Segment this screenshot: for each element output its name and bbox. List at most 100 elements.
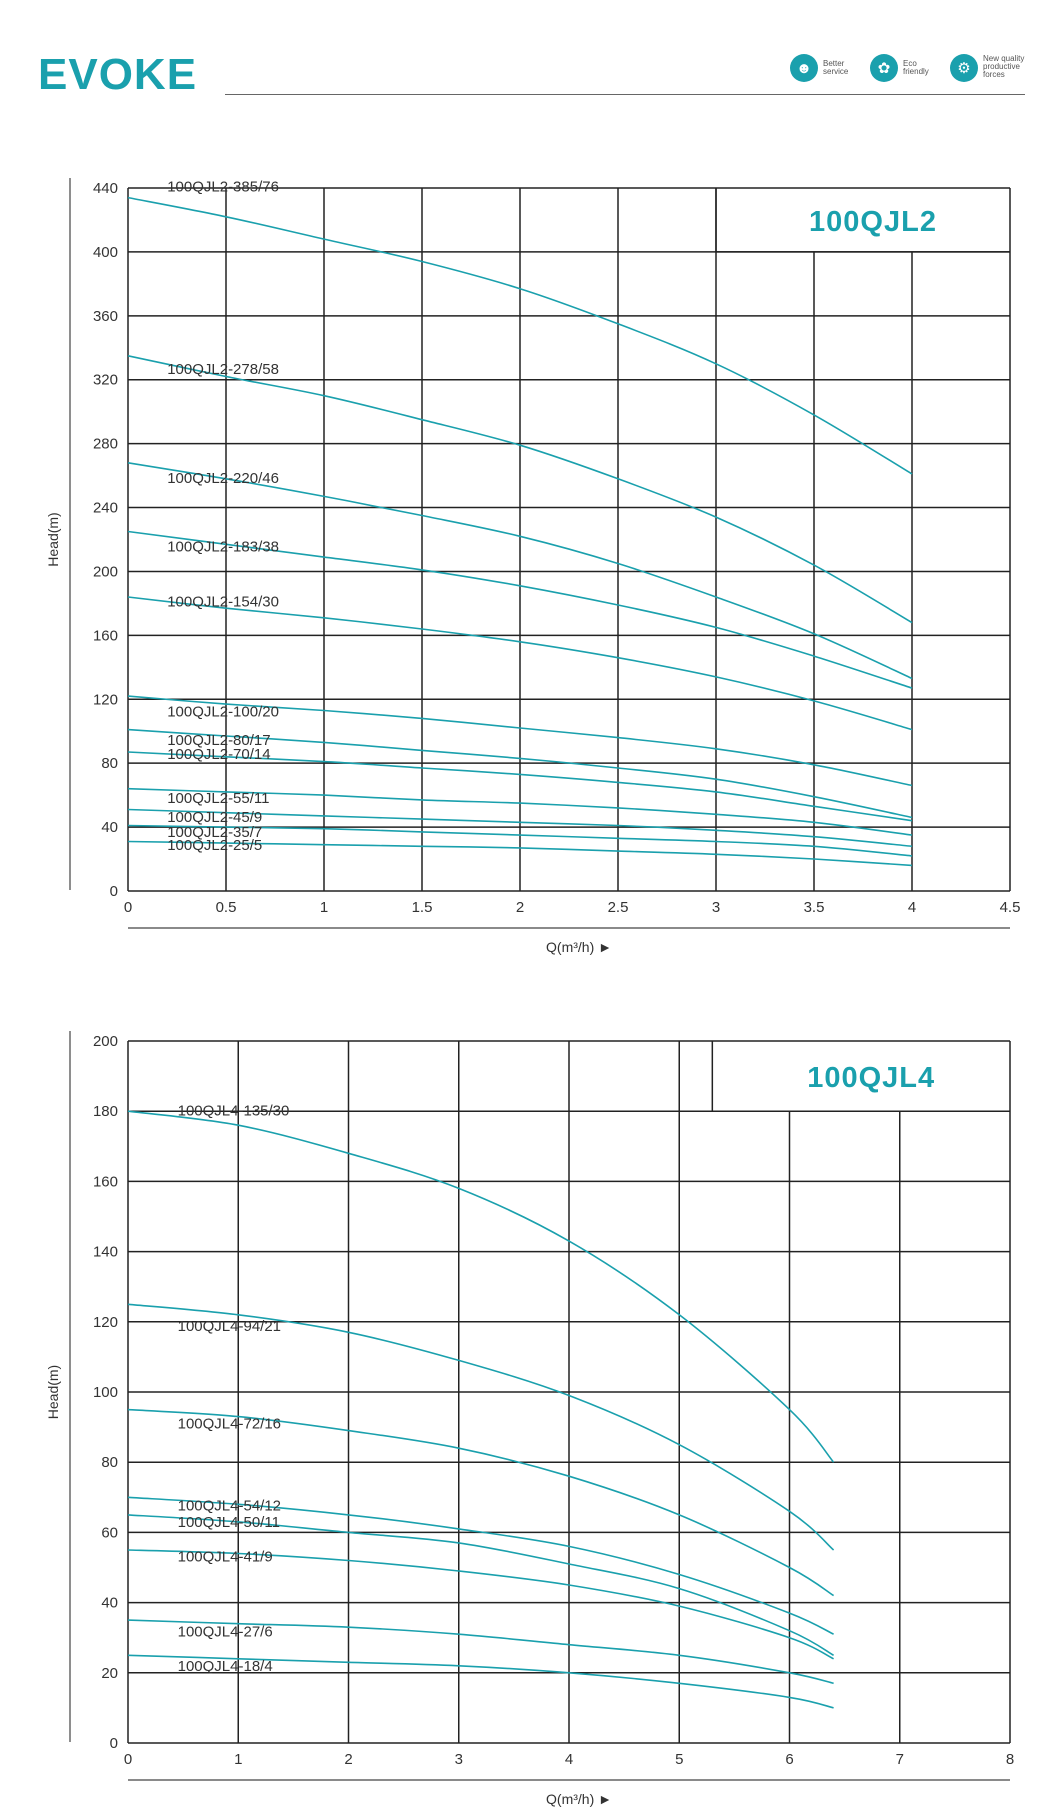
y-tick-label: 120 (93, 691, 118, 708)
x-tick-label: 4.5 (1000, 899, 1021, 916)
x-tick-label: 7 (896, 1751, 904, 1768)
x-tick-label: 1 (234, 1751, 242, 1768)
series-label: 100QJL2-45/9 (167, 809, 262, 826)
y-tick-label: 80 (101, 1454, 118, 1471)
y-tick-label: 100 (93, 1384, 118, 1401)
x-tick-label: 3 (455, 1751, 463, 1768)
badge-new-quality: ⚙ New quality productive forces (950, 54, 1031, 82)
gear-icon: ⚙ (950, 54, 978, 82)
y-tick-label: 120 (93, 1314, 118, 1331)
series-line (127, 695, 913, 787)
y-tick-label: 60 (101, 1524, 118, 1541)
y-tick-label: 440 (93, 180, 118, 197)
badge-line: productive (983, 62, 1020, 71)
series-line (127, 1110, 835, 1463)
series-line (127, 787, 913, 836)
chart-title: 100QJL2 (809, 206, 937, 238)
y-tick-label: 80 (101, 755, 118, 772)
series-label: 100QJL4-27/6 (178, 1624, 273, 1641)
series-label: 100QJL4-135/30 (178, 1103, 290, 1120)
y-tick-label: 180 (93, 1103, 118, 1120)
series-label: 100QJL4-54/12 (178, 1497, 281, 1514)
x-tick-label: 8 (1006, 1751, 1014, 1768)
badge-better-service: ☻ Better service (790, 54, 871, 82)
x-axis-label: Q(m³/h) ► (546, 939, 612, 955)
series-line (127, 530, 913, 689)
series-line (127, 355, 913, 624)
series-label: 100QJL2-80/17 (167, 732, 270, 749)
series-line (127, 808, 913, 848)
series-line (127, 1619, 834, 1685)
y-tick-label: 320 (93, 372, 118, 389)
series-group (127, 196, 913, 867)
y-tick-label: 400 (93, 244, 118, 261)
series-line (127, 728, 913, 819)
badge-line: Better (823, 59, 845, 68)
y-tick-label: 280 (93, 436, 118, 453)
x-tick-label: 0 (124, 1751, 132, 1768)
y-tick-label: 0 (110, 1735, 118, 1752)
x-tick-label: 5 (675, 1751, 683, 1768)
y-tick-label: 0 (110, 883, 118, 900)
x-tick-label: 1 (320, 899, 328, 916)
series-label: 100QJL4-18/4 (178, 1658, 273, 1675)
y-tick-label: 200 (93, 563, 118, 580)
series-label: 100QJL2-35/7 (167, 824, 262, 841)
series-line (127, 196, 913, 475)
y-tick-label: 20 (101, 1665, 118, 1682)
series-line (127, 824, 913, 857)
y-tick-label: 160 (93, 627, 118, 644)
series-line (127, 462, 913, 680)
series-label: 100QJL2-55/11 (167, 790, 269, 807)
x-tick-label: 6 (785, 1751, 793, 1768)
header-divider (225, 94, 1025, 95)
y-axis-label: Head(m) (45, 1365, 61, 1419)
series-line (127, 596, 913, 731)
brand-logo: EVOKE (38, 50, 198, 99)
series-label: 100QJL2-100/20 (167, 703, 279, 720)
x-tick-label: 2.5 (608, 899, 629, 916)
series-line (127, 840, 913, 867)
x-tick-label: 3.5 (804, 899, 825, 916)
series-label: 100QJL2-70/14 (167, 746, 270, 763)
series-label: 100QJL4-72/16 (178, 1416, 281, 1433)
chart-100qjl2: 0 0.5 1 1.5 2 2.5 3 3.5 4 4.5 0 40 80 120 160 200 240 280… (45, 178, 1021, 955)
x-tick-label: 0 (124, 899, 132, 916)
series-line (127, 751, 913, 822)
badge-line: service (823, 67, 849, 76)
y-tick-label: 240 (93, 500, 118, 517)
chart-100qjl4: 0 1 2 3 4 5 6 7 8020406080100120140160180200100Q… (45, 1031, 1014, 1807)
grid (127, 1040, 1011, 1744)
series-line (127, 1408, 835, 1597)
person-icon: ☻ (790, 54, 818, 82)
series-label: 100QJL4-50/11 (178, 1514, 280, 1531)
series-label: 100QJL2-385/76 (167, 178, 279, 195)
leaf-icon: ✿ (870, 54, 898, 82)
x-tick-label: 3 (712, 899, 720, 916)
x-tick-label: 0.5 (216, 899, 237, 916)
series-label: 100QJL2-25/5 (167, 837, 262, 854)
x-tick-label: 4 (565, 1751, 573, 1768)
x-tick-label: 2 (516, 899, 524, 916)
y-tick-label: 360 (93, 308, 118, 325)
y-tick-label: 200 (93, 1033, 118, 1050)
series-label: 100QJL2-220/46 (167, 470, 279, 487)
badge-line: forces (983, 70, 1005, 79)
x-tick-label: 1.5 (412, 899, 433, 916)
series-line (127, 1303, 835, 1551)
series-label: 100QJL2-278/58 (167, 361, 279, 378)
series-group (127, 1110, 835, 1709)
y-tick-label: 40 (101, 1595, 118, 1612)
y-tick-label: 40 (101, 819, 118, 836)
series-label: 100QJL4-41/9 (178, 1549, 273, 1566)
badge-line: Eco (903, 59, 917, 68)
chart-title: 100QJL4 (807, 1062, 935, 1094)
x-tick-label: 4 (908, 899, 916, 916)
series-line (127, 1654, 834, 1709)
badge-line: New quality (983, 54, 1025, 63)
series-label: 100QJL2-154/30 (167, 593, 279, 610)
x-axis-label: Q(m³/h) ► (546, 1791, 612, 1807)
series-label: 100QJL4-94/21 (178, 1318, 281, 1335)
y-tick-label: 140 (93, 1244, 118, 1261)
series-line (127, 1496, 834, 1635)
